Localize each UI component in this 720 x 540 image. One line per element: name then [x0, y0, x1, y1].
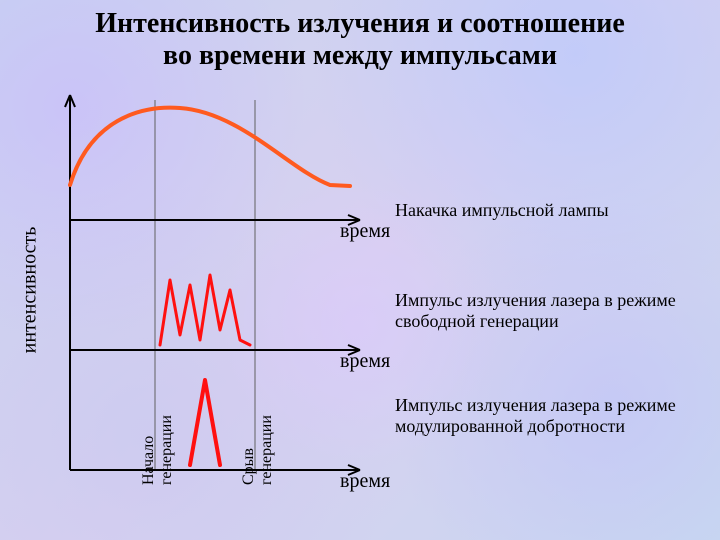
- vline-label-start-a: Начало: [140, 436, 158, 485]
- legend-free-run: Импульс излучения лазера в режиме свобод…: [395, 290, 705, 331]
- legend-pump: Накачка импульсной лампы: [395, 200, 705, 221]
- vline-label-stop-a: Срыв: [240, 448, 258, 485]
- title-line-2: во времени между импульсами: [163, 40, 557, 71]
- chart-area: интенсивность время время время Начало г…: [40, 90, 380, 490]
- y-axis-label: интенсивность: [19, 227, 42, 354]
- x-axis-label-3: время: [340, 470, 390, 493]
- chart-svg: [40, 90, 380, 490]
- x-axis-label-1: время: [340, 220, 390, 243]
- vline-label-start-b: генерации: [158, 415, 176, 485]
- x-axis-label-2: время: [340, 350, 390, 373]
- page-title: Интенсивность излучения и соотношение во…: [0, 8, 720, 72]
- title-line-1: Интенсивность излучения и соотношение: [95, 8, 625, 39]
- vline-label-stop-b: генерации: [258, 415, 276, 485]
- legend-q-switched: Импульс излучения лазера в режиме модули…: [395, 395, 705, 436]
